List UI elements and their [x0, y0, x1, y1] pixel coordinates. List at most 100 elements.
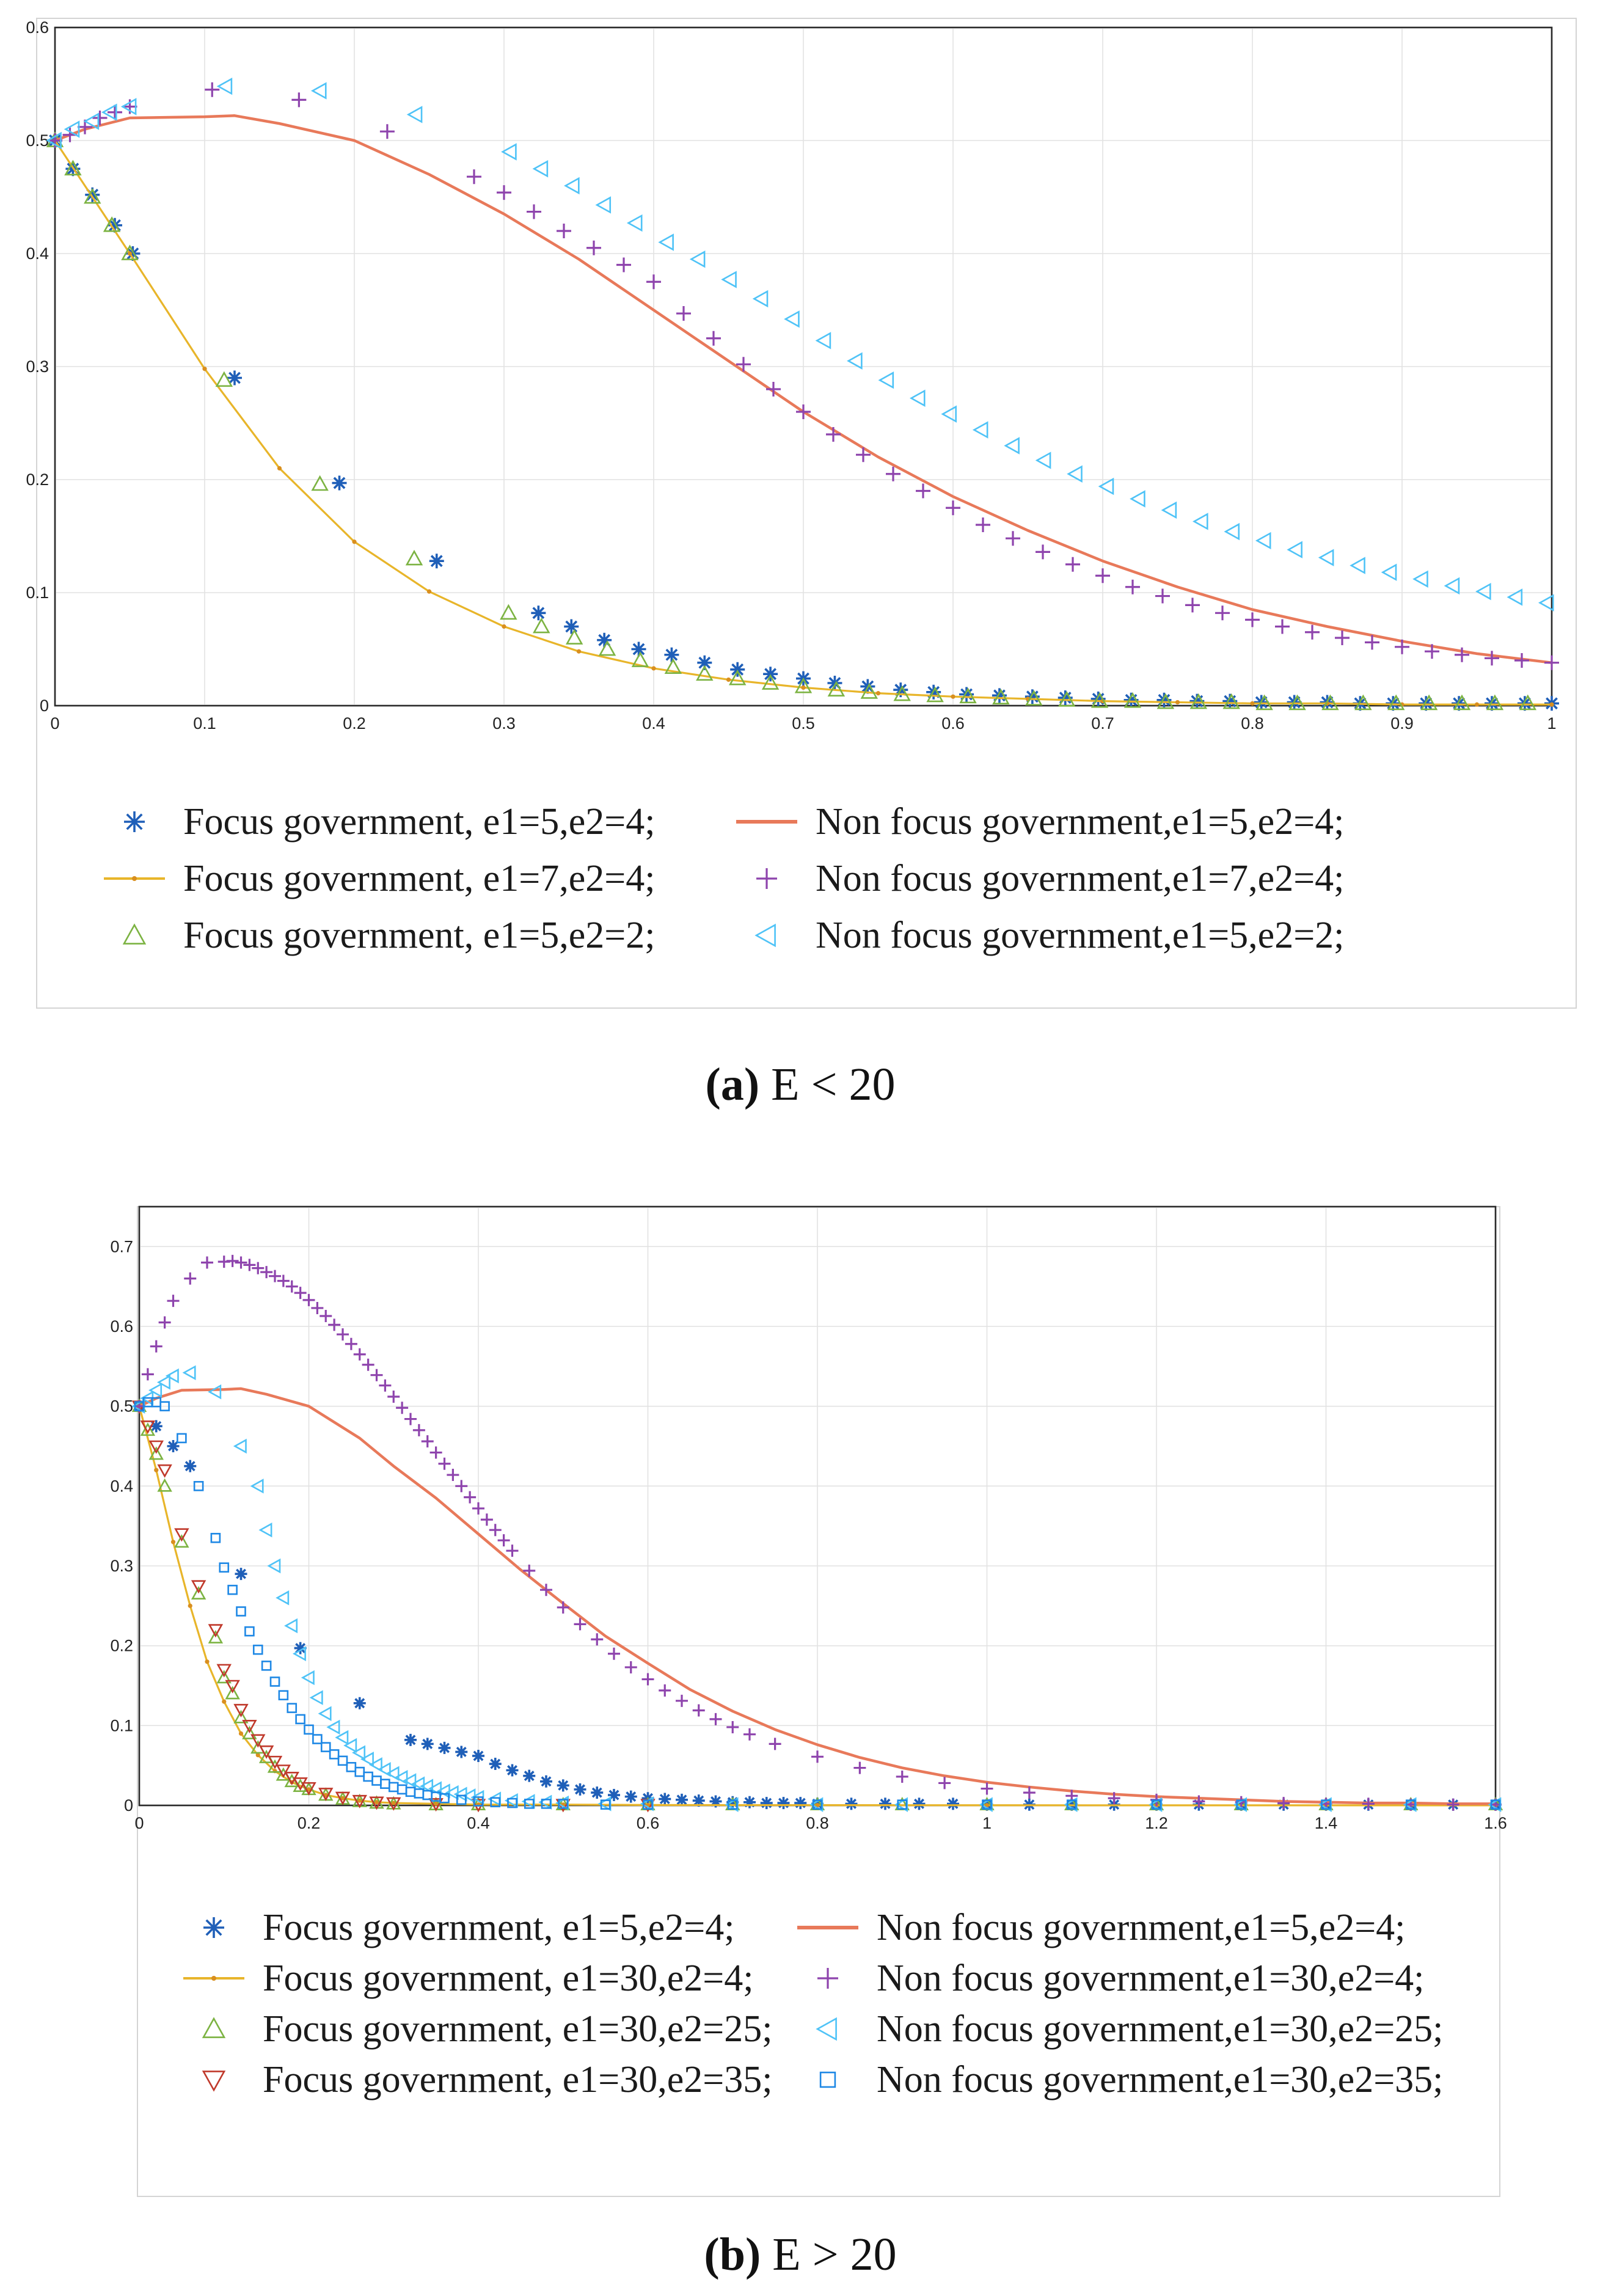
series-point: [421, 1738, 434, 1750]
series-point: [1549, 702, 1554, 707]
series-point: [489, 1524, 502, 1537]
series-a-5: [46, 77, 1554, 612]
series-point: [860, 683, 879, 699]
series-point: [343, 1738, 357, 1753]
series-point: [913, 1797, 926, 1810]
legend-label: Focus government, e1=30,e2=4;: [263, 1958, 753, 1999]
series-point: [352, 1794, 367, 1808]
series-point: [591, 1633, 604, 1646]
series-point: [626, 214, 643, 232]
series-point: [312, 1734, 323, 1744]
series-point: [659, 1793, 671, 1805]
series-point: [784, 310, 800, 328]
series-point: [1405, 1799, 1416, 1810]
x-tick-label: 0.4: [642, 714, 665, 733]
series-point: [1025, 690, 1043, 706]
series-point: [1156, 693, 1175, 709]
series-point: [697, 655, 712, 670]
series-point: [157, 1478, 172, 1492]
legend-swatch-13: [819, 2071, 836, 2088]
series-point: [1507, 588, 1523, 606]
series-point: [982, 1799, 992, 1810]
series-point: [845, 1797, 858, 1810]
series-point: [225, 1686, 240, 1700]
series-point: [227, 370, 242, 386]
series-point: [277, 466, 282, 471]
series-point: [886, 466, 900, 481]
series-point: [1277, 1797, 1290, 1810]
series-point: [235, 1568, 247, 1581]
series-point: [250, 1479, 264, 1494]
series-point: [304, 1724, 314, 1735]
series-point: [1321, 1799, 1331, 1810]
series-point: [208, 1629, 224, 1643]
series-point: [1189, 693, 1208, 709]
series-point: [1475, 582, 1491, 601]
series-point: [157, 1464, 172, 1478]
series-point: [1381, 563, 1397, 581]
series-point: [243, 1259, 256, 1271]
series-point: [85, 187, 100, 202]
series-point: [1065, 557, 1080, 572]
series-point: [1123, 692, 1142, 708]
series-point: [540, 1775, 552, 1788]
series-point: [379, 124, 395, 139]
series-point: [159, 1401, 170, 1411]
series-point: [103, 216, 121, 232]
x-tick-label: 0.3: [492, 714, 516, 733]
series-point: [320, 1310, 332, 1323]
series-point: [1412, 570, 1428, 588]
series-point: [255, 1753, 260, 1758]
series-point: [108, 218, 122, 233]
series-point: [1023, 1786, 1036, 1799]
legend-swatch-11: [756, 868, 777, 889]
y-tick-label: 0.4: [110, 1477, 133, 1495]
legend-swatch-12: [816, 2017, 837, 2041]
series-point: [497, 185, 511, 200]
series-point: [1193, 1795, 1205, 1808]
series-point: [524, 1799, 535, 1809]
series-point: [1455, 647, 1469, 662]
series-point: [455, 1746, 468, 1758]
y-tick-label: 0.3: [110, 1557, 133, 1575]
series-point: [659, 1684, 671, 1697]
series-point: [502, 624, 506, 629]
series-point: [216, 77, 233, 95]
series-point: [1161, 501, 1177, 519]
series-point: [404, 1413, 417, 1425]
series-point: [1474, 702, 1480, 707]
chart-panel-a: 0 0.1 0.2 0.3 0.4 0.5 0.6 0.7 0.8 0.9 1 0 0.1 0.2 0.3 0…: [26, 18, 1577, 1110]
series-point: [1004, 437, 1020, 455]
series-point: [709, 1713, 722, 1725]
series-point: [641, 1673, 654, 1686]
series-point: [233, 1703, 249, 1717]
series-point: [467, 169, 481, 185]
legend-label: Non focus government,e1=5,e2=2;: [816, 915, 1344, 956]
series-line: [54, 114, 1552, 664]
series-point: [879, 1797, 891, 1810]
series-point: [1362, 1797, 1375, 1810]
series-point: [301, 1670, 315, 1686]
series-point: [150, 1340, 163, 1353]
caption-a: (a) E < 20: [706, 1059, 896, 1110]
x-tick-label: 0.2: [298, 1814, 321, 1832]
series-point: [174, 1528, 189, 1542]
series-point: [184, 1460, 197, 1472]
series-point: [564, 619, 579, 634]
series-point: [426, 589, 432, 594]
series-point: [527, 204, 541, 219]
series-point: [208, 1384, 222, 1400]
series-point: [1222, 693, 1238, 709]
series-point: [769, 1738, 781, 1750]
series-point: [595, 196, 612, 214]
y-tick-label: 0.1: [26, 583, 49, 602]
series-point: [941, 405, 957, 423]
series-point: [235, 1256, 247, 1269]
x-tick-label: 1.2: [1145, 1814, 1168, 1832]
series-point: [766, 382, 781, 397]
series-point: [1095, 568, 1110, 583]
series-point: [827, 676, 842, 690]
series-point: [353, 1697, 366, 1709]
series-point: [523, 1769, 536, 1782]
series-point: [225, 1680, 240, 1694]
